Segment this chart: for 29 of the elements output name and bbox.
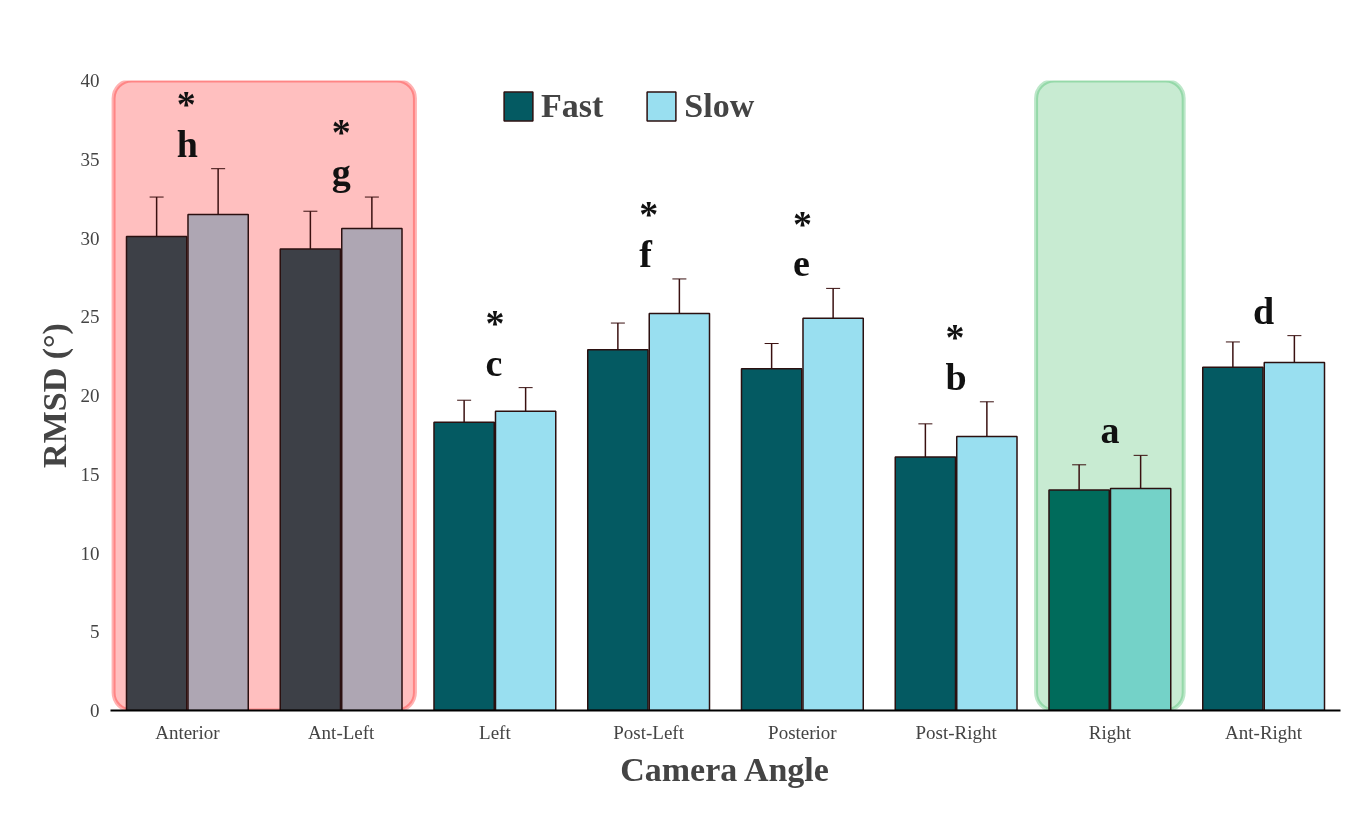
- y-tick-label: 40: [80, 70, 100, 91]
- y-tick-label: 25: [80, 306, 100, 328]
- y-tick-label: 35: [80, 148, 100, 170]
- y-tick-label: 10: [80, 542, 100, 564]
- x-tick-label: Posterior: [768, 721, 838, 743]
- x-axis-title: Camera Angle: [620, 750, 829, 788]
- x-tick-label: Left: [479, 721, 512, 743]
- annotation: * f: [639, 193, 659, 275]
- annotation: * c: [485, 301, 505, 384]
- annotation: * e: [792, 202, 812, 285]
- x-tick-label: Anterior: [155, 721, 221, 743]
- x-tick-label: Post-Left: [613, 721, 685, 743]
- y-tick-label: 0: [90, 700, 100, 721]
- y-tick-label: 30: [80, 227, 100, 249]
- x-tick-label: Right: [1088, 721, 1132, 743]
- annotation: d: [1253, 289, 1275, 332]
- y-tick-label: 5: [90, 621, 100, 643]
- x-tick-label: Ant-Left: [307, 721, 376, 743]
- annotation: a: [1100, 409, 1120, 452]
- annotation: * g: [331, 111, 351, 194]
- annotation: * b: [945, 315, 967, 398]
- y-axis-title: RMSD (°): [35, 323, 74, 468]
- y-tick-label: 15: [80, 463, 100, 485]
- x-tick-label: Ant-Right: [1225, 721, 1303, 743]
- y-tick-label: 20: [80, 385, 100, 406]
- legend-label: Slow: [684, 87, 755, 125]
- legend-label: Fast: [541, 87, 604, 125]
- annotation: * h: [176, 82, 198, 165]
- x-tick-label: Post-Right: [915, 721, 998, 743]
